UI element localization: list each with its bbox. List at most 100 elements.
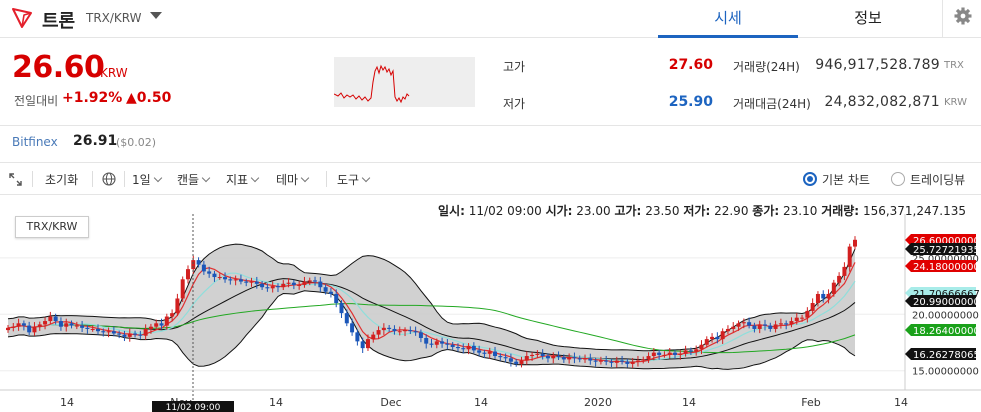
candle-body <box>477 350 482 353</box>
ohlc-close-label: 종가: <box>752 204 780 218</box>
candle-body <box>747 322 752 326</box>
interval-dropdown[interactable]: 1일 <box>132 171 162 188</box>
indicators-dropdown[interactable]: 지표 <box>226 171 260 188</box>
theme-dropdown[interactable]: 테마 <box>276 171 310 188</box>
candle-dropdown[interactable]: 캔들 <box>177 171 211 188</box>
chevron-down-icon <box>250 173 260 183</box>
candle-body <box>170 313 175 317</box>
change-label: 전일대비 <box>14 94 59 108</box>
turnover-unit: KRW <box>944 97 967 108</box>
basic-chart-label[interactable]: 기본 차트 <box>822 173 870 187</box>
reset-button[interactable]: 초기화 <box>45 173 79 187</box>
candle-body <box>678 353 683 355</box>
tools-dropdown[interactable]: 도구 <box>337 171 371 188</box>
candle-body <box>228 279 233 281</box>
candle-body <box>577 358 582 360</box>
candle-body <box>704 339 709 345</box>
candle-body <box>138 334 143 336</box>
candle-body <box>614 360 619 363</box>
candle-body <box>64 323 69 327</box>
candle-body <box>43 321 48 325</box>
candle-body <box>778 323 783 325</box>
price-badge-label: 21.70666667 <box>913 289 980 300</box>
candle-body <box>238 279 243 282</box>
ohlc-date-label: 일시: <box>438 204 465 218</box>
price-badge-label: 25.72721935 <box>913 245 980 256</box>
candle-body <box>757 324 762 329</box>
candle-body <box>376 330 381 335</box>
tradingview-label[interactable]: 트레이딩뷰 <box>910 173 966 187</box>
candle-body <box>339 303 344 314</box>
candle-body <box>540 353 545 357</box>
ohlc-high: 23.50 <box>645 204 680 218</box>
candle-body <box>466 345 471 350</box>
price-badge-label: 20.99000000 <box>913 297 980 308</box>
ohlc-close: 23.10 <box>783 204 818 218</box>
time-axis-tick-label: 14 <box>474 396 488 409</box>
tab-info[interactable]: 정보 <box>854 9 882 27</box>
candle-body <box>530 354 535 357</box>
price-badge <box>905 324 976 336</box>
price-sparkline <box>334 57 475 107</box>
ohlc-volume-label: 거래량: <box>821 204 860 218</box>
candle-body <box>275 286 280 288</box>
candle-body <box>763 324 768 326</box>
candle-body <box>6 327 10 331</box>
candle-body <box>837 275 842 283</box>
candle-body <box>503 357 508 359</box>
candle-body <box>381 327 386 331</box>
candle-body <box>74 325 79 327</box>
tron-logo-icon <box>12 8 32 28</box>
candle-body <box>434 341 439 345</box>
price-badge-label: 18.26400000 <box>913 326 980 337</box>
candle-body <box>281 283 286 288</box>
candle-body <box>831 282 836 294</box>
fullscreen-icon[interactable] <box>9 173 22 186</box>
candle-body <box>545 356 550 359</box>
candle-body <box>318 281 323 288</box>
candle-body <box>37 324 42 327</box>
candle-body <box>164 316 169 326</box>
candle-body <box>609 361 614 363</box>
pair-selector-label[interactable]: TRX/KRW <box>86 11 142 25</box>
interval-label: 1일 <box>132 173 151 187</box>
candle-body <box>720 331 725 340</box>
globe-icon[interactable] <box>102 172 116 186</box>
candle-body <box>117 333 122 335</box>
candle-body <box>583 358 588 360</box>
tradingview-radio[interactable] <box>891 172 905 186</box>
candle-body <box>641 359 646 361</box>
ohlc-open-label: 시가: <box>545 204 573 218</box>
candle-body <box>185 269 190 280</box>
price-badge <box>905 260 976 272</box>
candle-body <box>408 330 413 332</box>
candle-body <box>328 291 333 294</box>
candle-body <box>111 331 116 334</box>
settings-button[interactable] <box>942 0 981 38</box>
time-axis-tick-label: 14 <box>682 396 696 409</box>
exchange-name[interactable]: Bitfinex <box>12 135 58 149</box>
candle-body <box>11 326 16 328</box>
ohlc-low-label: 저가: <box>683 204 711 218</box>
candle-body <box>154 323 159 327</box>
candle-body <box>847 246 852 267</box>
candle-body <box>291 282 296 285</box>
candle-body <box>694 349 699 352</box>
candle-body <box>683 350 688 354</box>
candle-body <box>244 281 249 283</box>
basic-chart-radio[interactable] <box>803 172 817 186</box>
candle-body <box>95 328 100 332</box>
candle-body <box>233 279 238 281</box>
high-value: 27.60 <box>668 57 713 73</box>
candle-body <box>122 334 127 337</box>
candle-body <box>461 348 466 350</box>
candle-body <box>482 352 487 354</box>
indicators-label: 지표 <box>226 173 249 187</box>
candle-body <box>535 353 540 355</box>
price-chart-area[interactable]: 15.00000000 20.00000000 25.00000000 26.6000… <box>0 214 981 412</box>
candle-body <box>699 344 704 350</box>
candle-body <box>715 336 720 340</box>
caret-down-icon[interactable] <box>150 12 162 19</box>
candlestick-chart[interactable]: 15.00000000 20.00000000 25.00000000 26.6000… <box>0 214 981 412</box>
tab-market[interactable]: 시세 <box>658 0 798 38</box>
